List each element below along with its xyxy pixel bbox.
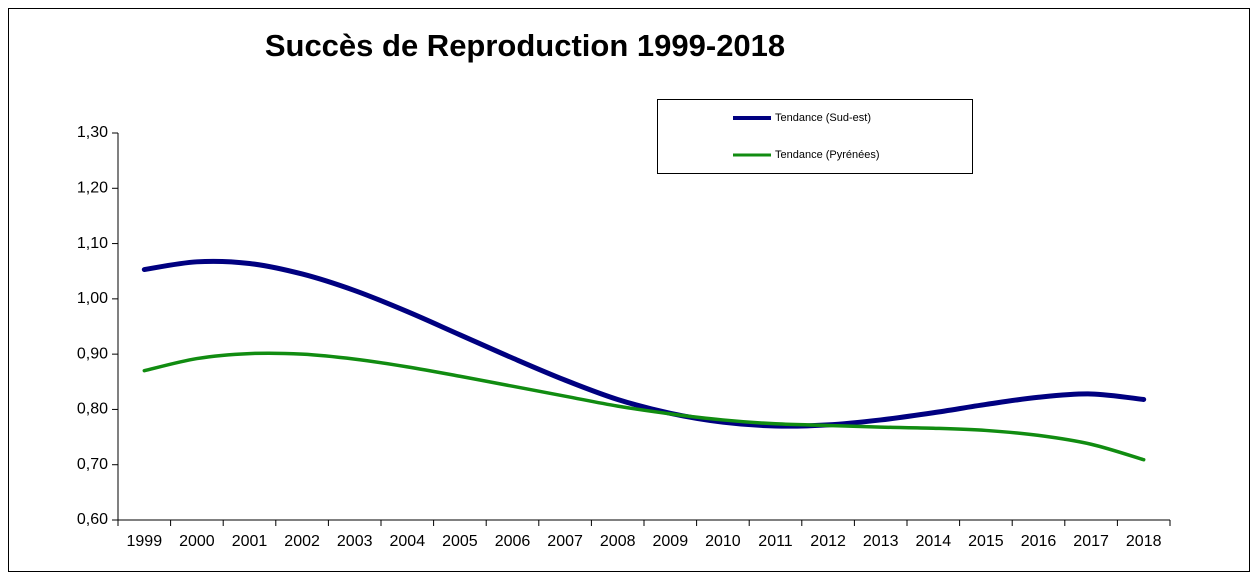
y-tick-label: 0,60 [77, 511, 108, 528]
x-tick-label: 2008 [600, 533, 636, 550]
x-tick-label: 2007 [547, 533, 583, 550]
x-tick-label: 2001 [232, 533, 268, 550]
chart-border [8, 8, 1250, 572]
x-tick-label: 2015 [968, 533, 1004, 550]
x-tick-label: 2006 [495, 533, 531, 550]
x-tick-label: 2000 [179, 533, 215, 550]
y-tick-label: 1,00 [77, 290, 108, 307]
x-tick-label: 2004 [390, 533, 426, 550]
x-tick-label: 2011 [758, 533, 793, 550]
x-tick-label: 2017 [1073, 533, 1109, 550]
x-tick-label: 1999 [127, 533, 163, 550]
chart-title: Succès de Reproduction 1999-2018 [265, 28, 785, 63]
x-tick-label: 2009 [653, 533, 689, 550]
x-tick-label: 2003 [337, 533, 373, 550]
x-tick-label: 2012 [810, 533, 846, 550]
x-tick-label: 2013 [863, 533, 899, 550]
series-line [141, 258, 1147, 429]
x-tick-label: 2016 [1021, 533, 1057, 550]
legend-box [657, 99, 973, 174]
x-tick-label: 2018 [1126, 533, 1162, 550]
series-line [142, 351, 1146, 462]
x-tick-label: 2005 [442, 533, 478, 550]
legend-label: Tendance (Pyrénées) [775, 149, 880, 161]
y-tick-label: 0,70 [77, 456, 108, 473]
y-tick-label: 1,30 [77, 124, 108, 141]
x-tick-label: 2014 [916, 533, 952, 550]
legend-label: Tendance (Sud-est) [775, 112, 871, 124]
y-tick-label: 1,20 [77, 180, 108, 197]
x-tick-label: 2010 [705, 533, 741, 550]
x-tick-label: 2002 [284, 533, 320, 550]
y-tick-label: 1,10 [77, 235, 108, 252]
y-tick-label: 0,90 [77, 345, 108, 362]
y-tick-label: 0,80 [77, 401, 108, 418]
